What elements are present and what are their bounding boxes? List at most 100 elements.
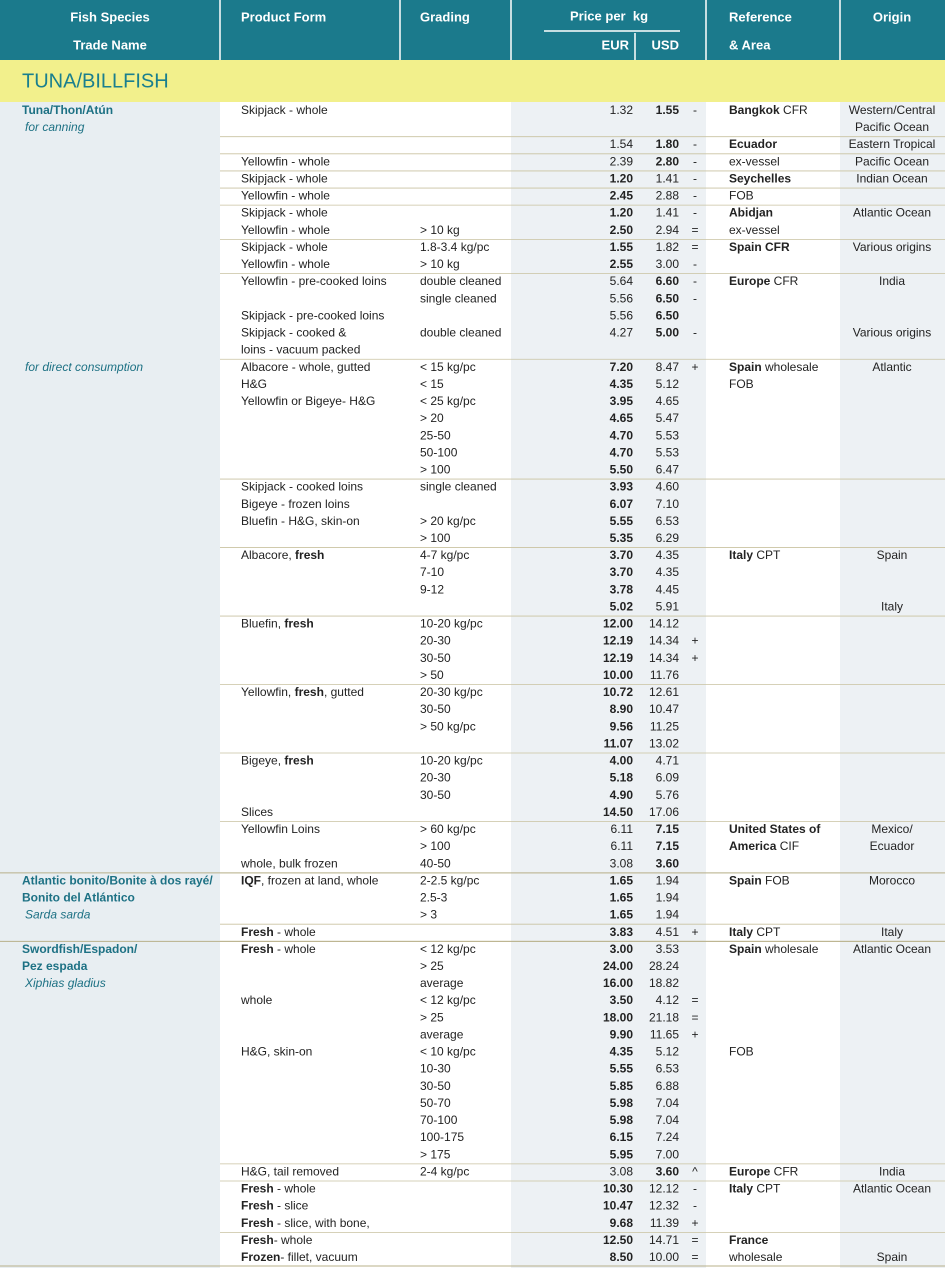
cell-text: 5.02 xyxy=(610,600,634,614)
cell: 1.65 xyxy=(610,874,634,888)
cell-text: single cleaned xyxy=(420,480,497,494)
cell: 2.80 xyxy=(656,155,680,169)
cell-text: > 25 xyxy=(420,959,444,973)
cell: 12.61 xyxy=(649,685,679,699)
cell: 5.98 xyxy=(610,1096,634,1110)
cell-text: Swordfish/Espadon/ xyxy=(22,942,138,956)
cell: 30-50 xyxy=(420,1079,451,1093)
cell: 5.98 xyxy=(610,1113,634,1127)
cell-text: > 100 xyxy=(420,531,451,545)
cell: 5.00 xyxy=(656,326,680,340)
header-cell: USD xyxy=(652,37,679,52)
cell: - xyxy=(693,291,697,305)
cell-text: - xyxy=(693,257,697,271)
cell-text: single cleaned xyxy=(420,291,497,305)
cell-text: 50-100 xyxy=(420,446,458,460)
cell-text: > 3 xyxy=(420,908,437,922)
cell: 12.12 xyxy=(649,1182,679,1196)
cell: 9.90 xyxy=(610,1028,634,1042)
cell: double cleaned xyxy=(420,326,501,340)
cell: 11.39 xyxy=(650,1216,679,1230)
cell-text: 17.06 xyxy=(649,805,679,819)
cell-text: > 10 kg xyxy=(420,257,460,271)
cell: 12.19 xyxy=(603,651,633,665)
cell-text: 30-50 xyxy=(420,788,451,802)
cell: - xyxy=(693,155,697,169)
cell-text: Seychelles xyxy=(729,172,791,186)
cell-text: 5.12 xyxy=(656,1045,680,1059)
cell: 3.08 xyxy=(610,856,634,870)
cell-text: 5.98 xyxy=(610,1096,634,1110)
cell-text: H&G, tail removed xyxy=(241,1165,339,1179)
cell-text: Various origins xyxy=(853,240,931,254)
cell-text: Yellowfin - whole xyxy=(241,223,330,237)
cell: Pacific Ocean xyxy=(855,155,929,169)
cell-text: Atlantic bonito/Bonite à dos rayé/ xyxy=(22,874,213,888)
cell: Various origins xyxy=(853,326,931,340)
cell: Fresh - whole xyxy=(241,942,316,956)
cell: 70-100 xyxy=(420,1113,458,1127)
cell: 25-50 xyxy=(420,428,451,442)
cell-text: 7.24 xyxy=(656,1130,680,1144)
cell: 50-70 xyxy=(420,1096,451,1110)
cell: 14.34 xyxy=(649,634,679,648)
cell-text: + xyxy=(691,1216,698,1230)
cell: 5.56 xyxy=(610,291,634,305)
cell-text: 5.47 xyxy=(656,411,680,425)
cell-text: 12.00 xyxy=(603,617,633,631)
cell-text: 50-70 xyxy=(420,1096,451,1110)
cell-text: Skipjack - whole xyxy=(241,206,328,220)
cell-text: < 12 kg/pc xyxy=(420,993,476,1007)
cell-text: 5.53 xyxy=(656,446,680,460)
cell-text: 28.24 xyxy=(649,959,679,973)
cell-text: - whole xyxy=(274,925,316,939)
cell: 3.08 xyxy=(610,1165,634,1179)
cell: 3.95 xyxy=(610,394,634,408)
cell-text: 6.60 xyxy=(656,274,680,288)
cell: < 12 kg/pc xyxy=(420,942,476,956)
cell-text: > 50 xyxy=(420,668,444,682)
cell: 3.83 xyxy=(610,925,634,939)
cell: 4.70 xyxy=(610,428,634,442)
header-cell: & Area xyxy=(729,37,771,52)
cell: 20-30 xyxy=(420,634,451,648)
cell-text: - xyxy=(693,274,697,288)
cell: 14.34 xyxy=(649,651,679,665)
cell: India xyxy=(879,1165,905,1179)
cell: Pez espada xyxy=(22,959,88,973)
header-cell: Price per kg xyxy=(570,8,648,23)
cell-text: Ecuador xyxy=(870,839,915,853)
cell: 14.50 xyxy=(603,805,633,819)
cell: Bluefin - H&G, skin-on xyxy=(241,514,360,528)
cell: Skipjack - whole xyxy=(241,206,328,220)
cell-text: + xyxy=(691,925,698,939)
cell-text: 3.50 xyxy=(610,993,634,1007)
cell-text: 5.98 xyxy=(610,1113,634,1127)
cell-text: Spain xyxy=(729,874,762,888)
cell: 2.50 xyxy=(610,223,634,237)
cell-text: ^ xyxy=(692,1165,698,1179)
cell: 18.00 xyxy=(603,1011,633,1025)
cell-text: Yellowfin or Bigeye- H&G xyxy=(241,394,375,408)
cell-text: Eastern Tropical xyxy=(849,137,936,151)
cell: 1.82 xyxy=(656,240,680,254)
cell: Italy CPT xyxy=(729,548,781,562)
cell: H&G, tail removed xyxy=(241,1165,339,1179)
cell: Skipjack - cooked & xyxy=(241,326,346,340)
cell: 11.65 xyxy=(650,1028,679,1042)
cell-text: Skipjack - whole xyxy=(241,172,328,186)
cell-text: 11.07 xyxy=(604,737,634,751)
cell-text: FOB xyxy=(762,874,790,888)
cell-text: 2.45 xyxy=(610,189,634,203)
cell: = xyxy=(691,240,698,254)
cell: 5.91 xyxy=(656,600,680,614)
cell: 10.30 xyxy=(603,1182,633,1196)
cell-text: + xyxy=(691,1028,698,1042)
cell-text: Europe xyxy=(729,274,771,288)
cell-text: whole xyxy=(240,993,273,1007)
cell-text: wholesale xyxy=(762,360,819,374)
cell-text: 16.00 xyxy=(603,976,633,990)
header-cell: EUR xyxy=(602,37,630,52)
cell: 5.64 xyxy=(610,274,634,288)
cell-text: 10.47 xyxy=(649,702,679,716)
